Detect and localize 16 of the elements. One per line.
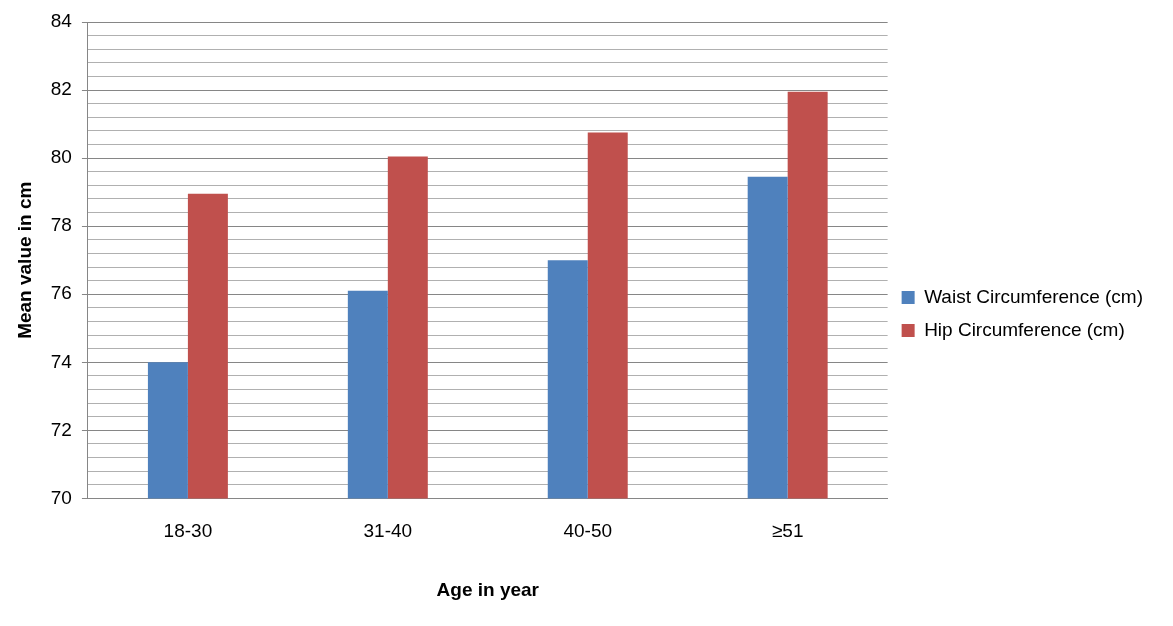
x-axis-title: Age in year [436, 578, 540, 600]
x-tick-label: 18-30 [163, 520, 213, 542]
x-tick-label: 40-50 [563, 520, 613, 542]
y-tick-label: 74 [50, 350, 73, 372]
y-tick-label: 70 [50, 486, 72, 508]
y-axis-title: Mean value in cm [13, 181, 35, 339]
x-tick-label: ≥51 [771, 520, 804, 542]
legend-label: Waist Circumference (cm) [924, 285, 1143, 307]
y-tick-label: 78 [50, 214, 72, 236]
y-tick-label: 76 [50, 282, 72, 304]
y-tick-label: 84 [50, 10, 73, 32]
x-tick-label: 31-40 [363, 520, 413, 542]
y-tick-label: 72 [50, 418, 72, 440]
y-tick-label: 82 [50, 78, 72, 100]
legend-label: Hip Circumference (cm) [924, 318, 1125, 340]
y-tick-label: 80 [50, 146, 72, 168]
